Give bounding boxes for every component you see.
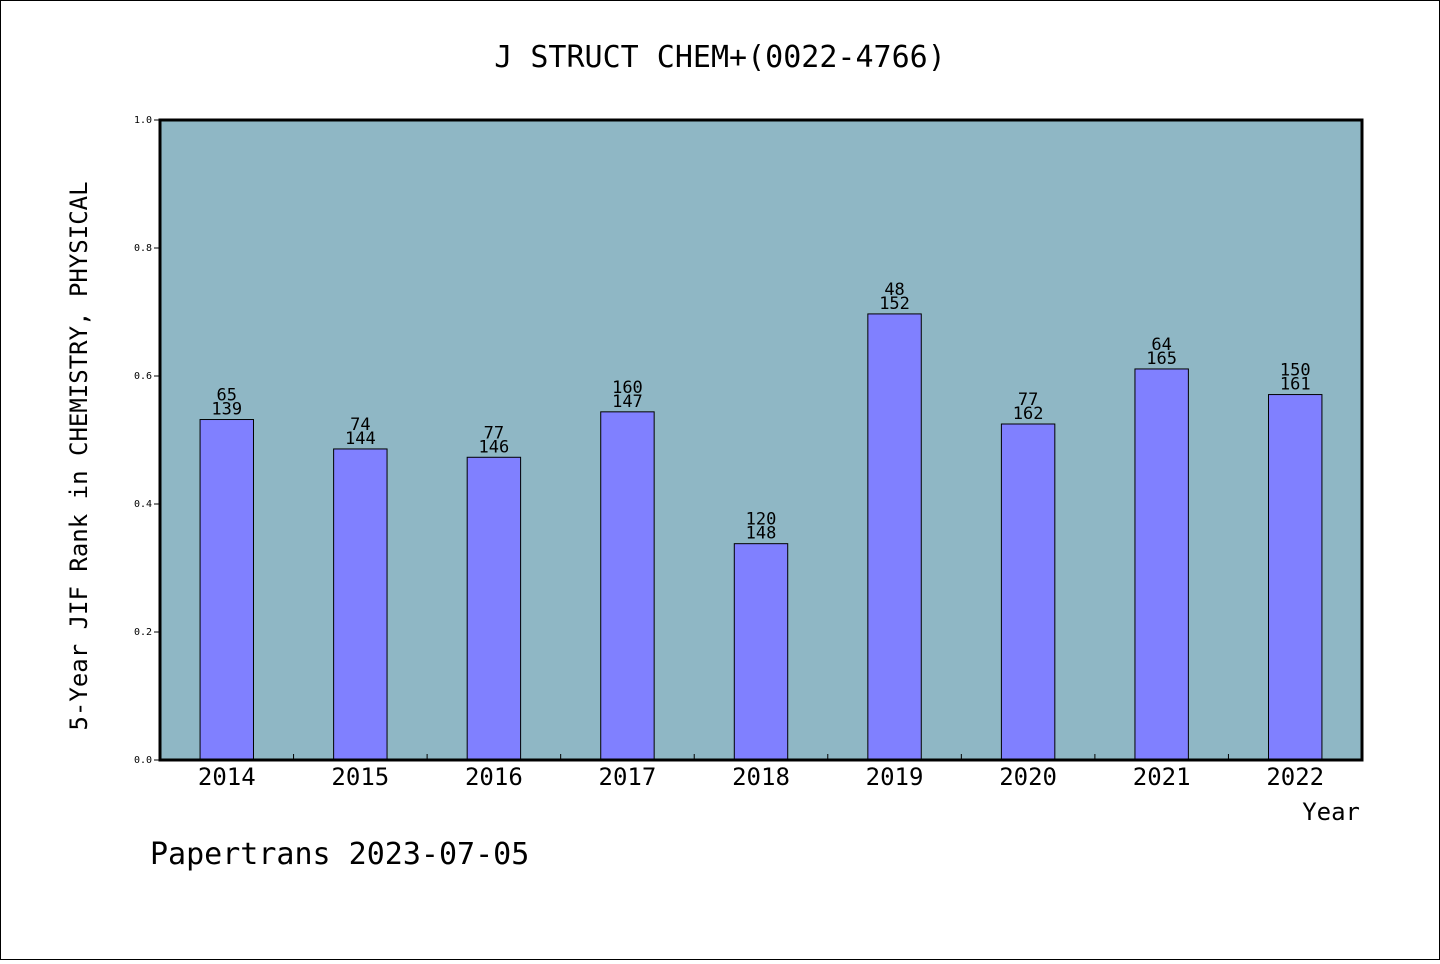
x-tick-label: 2019 [866, 763, 924, 791]
bar-total-label: 165 [1146, 349, 1177, 369]
footer-text: Papertrans 2023-07-05 [150, 837, 529, 872]
bar-total-label: 162 [1013, 404, 1044, 424]
bar-total-label: 148 [746, 524, 777, 544]
bar-total-label: 161 [1280, 375, 1311, 395]
bar-2022 [1268, 394, 1323, 761]
bar-rank-label: 150 [1280, 361, 1311, 381]
bar-rank-label: 64 [1151, 335, 1171, 355]
y-tick-label: 0.6 [134, 371, 152, 382]
y-tick-label: 1.0 [134, 115, 152, 126]
y-axis-ticks: 0.0 0.2 0.4 0.6 0.8 1.0 [134, 115, 160, 766]
x-tick-label: 2018 [732, 763, 790, 791]
bar-2017 [600, 411, 655, 761]
bar-rank-label: 65 [217, 386, 237, 406]
x-tick-label: 2014 [198, 763, 256, 791]
chart-title: J STRUCT CHEM+(0022-4766) [494, 40, 946, 75]
bar-2019 [867, 313, 922, 761]
bar-2018 [733, 543, 789, 761]
y-tick-label: 0.2 [134, 627, 152, 638]
bar-2021 [1134, 368, 1189, 761]
bar-total-label: 152 [879, 294, 910, 314]
plot-border [158, 118, 1364, 762]
y-tick-label: 0.4 [134, 499, 152, 510]
bar-rank-label: 48 [884, 280, 904, 300]
bar-rank-label: 120 [746, 510, 777, 530]
x-tick-label: 2016 [465, 763, 523, 791]
bar-2020 [1000, 423, 1056, 761]
y-tick-label: 0.0 [134, 755, 152, 766]
bar-2014 [199, 419, 254, 761]
bar-rank-label: 77 [1018, 390, 1038, 410]
x-tick-label: 2015 [331, 763, 389, 791]
bar-2016 [466, 456, 522, 761]
bar-total-label: 147 [612, 392, 643, 412]
bar-total-label: 144 [345, 429, 376, 449]
bars [199, 313, 1323, 761]
bar-rank-label: 77 [484, 423, 504, 443]
bar-total-label: 146 [479, 437, 510, 457]
y-tick-label: 0.8 [134, 243, 152, 254]
bar-2015 [333, 448, 388, 761]
x-tick-label: 2020 [999, 763, 1057, 791]
x-axis-label: Year [1302, 798, 1360, 826]
x-tick-label: 2021 [1133, 763, 1191, 791]
x-axis-ticks: 2014 2015 2016 2017 2018 2019 2020 2021 2022 [198, 754, 1324, 791]
x-tick-label: 2022 [1266, 763, 1324, 791]
bar-rank-label: 74 [350, 415, 370, 435]
y-axis-label: 5-Year JIF Rank in CHEMISTRY, PHYSICAL [65, 181, 93, 730]
bar-total-label: 139 [211, 400, 242, 420]
x-tick-label: 2017 [599, 763, 657, 791]
bar-rank-label: 160 [612, 378, 643, 398]
